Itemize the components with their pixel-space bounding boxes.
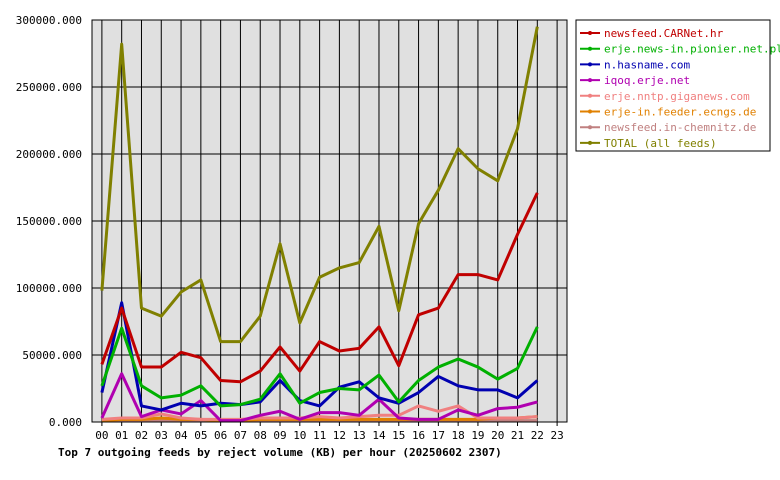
- y-tick-label: 0.000: [49, 416, 82, 429]
- x-tick-label: 09: [273, 429, 286, 442]
- series-lines: [100, 26, 539, 423]
- legend-entry: TOTAL (all feeds): [604, 137, 717, 150]
- legend-entry: newsfeed.CARNet.hr: [604, 27, 724, 40]
- legend-marker: [588, 109, 592, 114]
- y-tick-label: 150000.000: [16, 215, 82, 228]
- y-tick-label: 250000.000: [16, 81, 82, 94]
- legend-marker: [588, 125, 592, 130]
- x-tick-label: 06: [214, 429, 227, 442]
- x-tick-label: 02: [135, 429, 148, 442]
- legend-entry: erje.nntp.giganews.com: [604, 90, 750, 103]
- x-tick-label: 18: [452, 429, 465, 442]
- x-tick-label: 21: [511, 429, 524, 442]
- x-tick-label: 05: [194, 429, 207, 442]
- legend-marker: [588, 31, 592, 35]
- x-tick-label: 14: [372, 429, 386, 442]
- x-tick-label: 11: [313, 429, 326, 442]
- x-tick-label: 20: [491, 429, 504, 442]
- x-tick-label: 17: [432, 429, 445, 442]
- series-line: [100, 26, 539, 344]
- series-line: [100, 326, 539, 408]
- series-line: [101, 404, 538, 421]
- legend-marker: [588, 78, 592, 83]
- y-tick-label: 100000.000: [16, 282, 82, 295]
- grid: [92, 19, 567, 423]
- series-line: [100, 301, 539, 412]
- legend-marker: [588, 62, 592, 67]
- x-tick-label: 16: [412, 429, 425, 442]
- x-tick-label: 00: [95, 429, 108, 442]
- x-tick-label: 23: [550, 429, 563, 442]
- x-tick-label: 19: [471, 429, 484, 442]
- y-tick-label: 300000.000: [16, 14, 82, 27]
- x-tick-label: 22: [531, 429, 544, 442]
- x-tick-label: 13: [353, 429, 366, 442]
- x-tick-label: 04: [174, 429, 188, 442]
- y-tick-label: 50000.000: [22, 349, 82, 362]
- series-line: [101, 415, 538, 423]
- chart-title: Top 7 outgoing feeds by reject volume (K…: [58, 446, 502, 459]
- legend-box: [575, 19, 771, 152]
- x-tick-label: 15: [392, 429, 405, 442]
- legend-entry: newsfeed.in-chemnitz.de: [604, 121, 756, 134]
- y-tick-label: 200000.000: [16, 148, 82, 161]
- x-tick-label: 01: [115, 429, 128, 442]
- legend-entry: n.hasname.com: [604, 58, 690, 71]
- series-line: [100, 192, 539, 384]
- x-tick-label: 03: [155, 429, 168, 442]
- legend: newsfeed.CARNet.hr erje.news-in.pionier.n…: [575, 19, 780, 152]
- x-tick-label: 08: [254, 429, 267, 442]
- legend-entry: erje.news-in.pionier.net.pl: [604, 43, 780, 56]
- series-line: [100, 372, 538, 423]
- legend-entry: erje-in.feeder.ecngs.de: [604, 106, 756, 119]
- x-tick-label: 10: [293, 429, 306, 442]
- plot-border: [91, 19, 568, 423]
- x-tick-label: 07: [234, 429, 247, 442]
- legend-entry: iqoq.erje.net: [604, 74, 690, 87]
- x-tick-label: 12: [333, 429, 346, 442]
- legend-marker: [588, 93, 592, 98]
- x-axis: 00 01 02 03 04 05 06 07 08 09 10 11 12 13 14 15 16 17 18 19…: [95, 422, 564, 442]
- y-axis: 0.000 50000.000 100000.000 150000.000 200000…: [16, 14, 82, 429]
- legend-marker: [588, 46, 592, 51]
- legend-marker: [588, 140, 592, 145]
